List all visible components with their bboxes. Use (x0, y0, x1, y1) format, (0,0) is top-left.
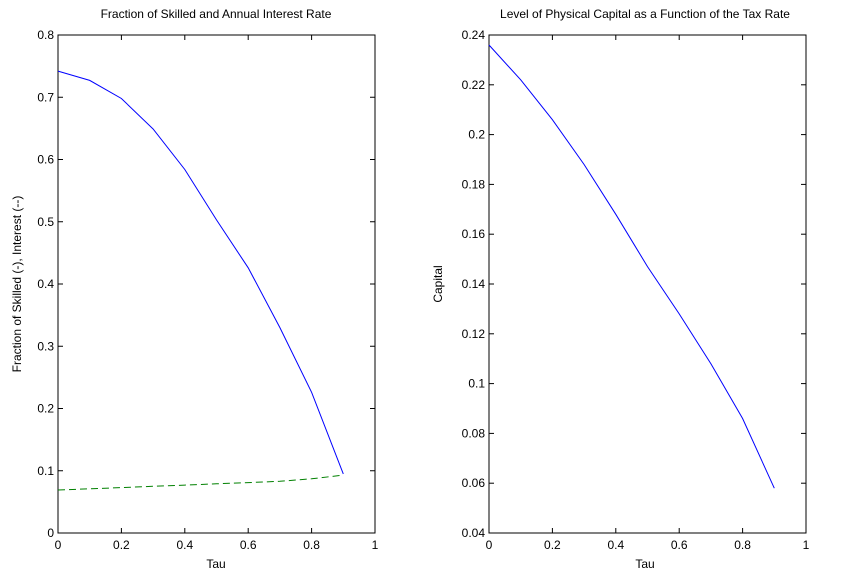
left-plot-y-tick-label: 0.7 (37, 90, 54, 104)
right-plot-y-label: Capital (431, 265, 445, 302)
left-plot-y-ticks: 0 0.1 0.2 0.3 0.4 0.5 0.6 0.7 0.8 (37, 28, 375, 540)
right-plot-y-tick-label: 0.18 (462, 177, 486, 191)
right-plot-y-tick-label: 0.22 (462, 78, 486, 92)
left-plot-series-1-line (57, 474, 344, 491)
left-plot-series-0-line (57, 70, 344, 475)
right-plot-x-tick-label: 0.2 (544, 538, 561, 552)
left-plot-y-tick-label: 0.1 (37, 464, 54, 478)
right-plot-y-tick-label: 0.12 (462, 327, 486, 341)
left-plot-x-tick-label: 0 (55, 538, 62, 552)
right-plot-lines (488, 44, 775, 489)
right-plot-axes-box (488, 34, 807, 534)
right-plot-y-tick-label: 0.06 (462, 476, 486, 490)
left-plot-y-label: Fraction of Skilled (-), Interest (--) (10, 196, 24, 373)
left-plot-x-tick-label: 0.2 (113, 538, 130, 552)
left-plot-y-tick-label: 0.2 (37, 402, 54, 416)
left-plot-x-label: Tau (206, 557, 225, 571)
right-plot-x-tick-label: 0.4 (607, 538, 624, 552)
left-plot-y-tick-label: 0.6 (37, 153, 54, 167)
right-plot-y-tick-label: 0.04 (462, 526, 486, 540)
right-plot-title: Level of Physical Capital as a Function … (500, 7, 790, 21)
left-plot-y-tick-label: 0.5 (37, 215, 54, 229)
right-plot-x-label: Tau (635, 557, 654, 571)
left-plot-lines (57, 70, 344, 491)
left-plot-x-tick-label: 0.4 (176, 538, 193, 552)
left-plot-title: Fraction of Skilled and Annual Interest … (101, 7, 332, 21)
right-plot-y-tick-label: 0.14 (462, 277, 486, 291)
right-plot: Level of Physical Capital as a Function … (431, 7, 810, 571)
left-plot-x-tick-label: 0.6 (240, 538, 257, 552)
left-plot-axes-box (57, 34, 376, 534)
right-plot-x-tick-label: 1 (803, 538, 810, 552)
right-plot-x-tick-label: 0.8 (734, 538, 751, 552)
left-plot-y-tick-label: 0 (47, 526, 54, 540)
left-plot-y-tick-label: 0.4 (37, 277, 54, 291)
left-plot-x-ticks: 0 0.2 0.4 0.6 0.8 1 (55, 35, 379, 552)
right-plot-y-tick-label: 0.16 (462, 227, 486, 241)
left-plot-y-tick-label: 0.3 (37, 339, 54, 353)
right-plot-y-tick-label: 0.08 (462, 426, 486, 440)
right-plot-series-0-line (488, 44, 775, 489)
left-plot-y-tick-label: 0.8 (37, 28, 54, 42)
left-plot-x-tick-label: 1 (372, 538, 379, 552)
right-plot-y-tick-label: 0.24 (462, 28, 486, 42)
right-plot-x-ticks: 0 0.2 0.4 0.6 0.8 1 (486, 35, 810, 552)
left-plot: Fraction of Skilled and Annual Interest … (10, 7, 379, 571)
right-plot-y-tick-label: 0.2 (468, 128, 485, 142)
right-plot-y-tick-label: 0.1 (468, 377, 485, 391)
right-plot-x-tick-label: 0 (486, 538, 493, 552)
right-plot-x-tick-label: 0.6 (671, 538, 688, 552)
right-plot-y-ticks: 0.04 0.06 0.08 0.1 0.12 0.14 0.16 0.18 0.2 0.22 0.… (462, 28, 806, 540)
left-plot-x-tick-label: 0.8 (303, 538, 320, 552)
